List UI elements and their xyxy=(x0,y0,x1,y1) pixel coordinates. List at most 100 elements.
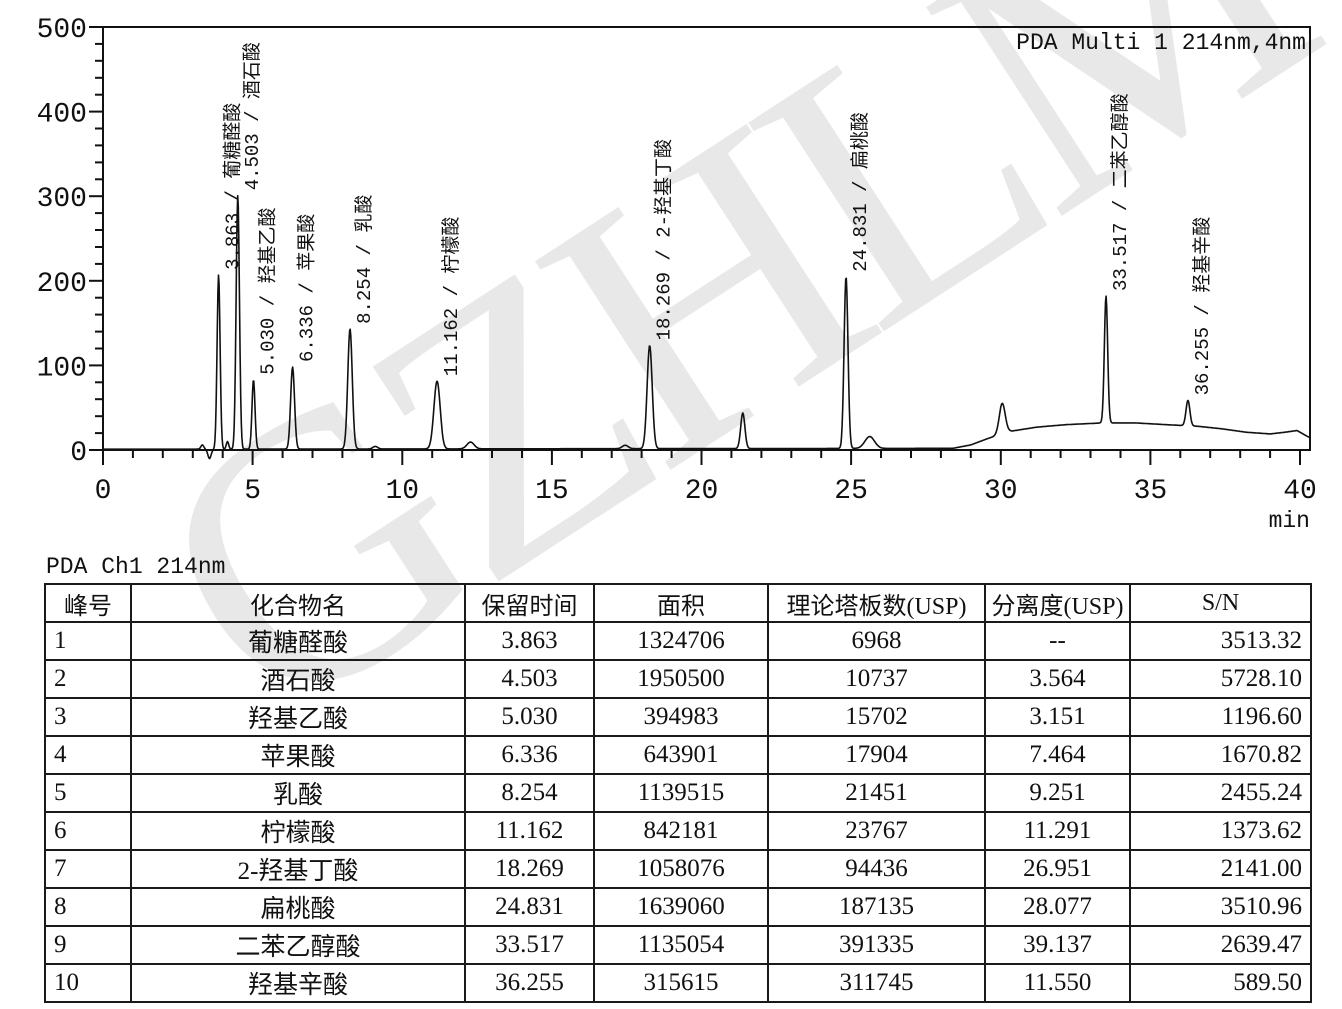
table-cell: 3.564 xyxy=(984,659,1131,699)
table-cell: 17904 xyxy=(767,735,986,775)
table-cell: 葡糖醛酸 xyxy=(130,621,466,661)
table-cell: 4.503 xyxy=(464,659,595,699)
table-cell: 4 xyxy=(44,735,132,775)
x-axis-tick-label: 5 xyxy=(244,476,261,507)
table-cell: 3 xyxy=(44,697,132,737)
table-cell: 1139515 xyxy=(593,773,769,813)
peak-label: 3.863 / 葡糖醛酸 xyxy=(222,103,245,270)
table-cell: 1 xyxy=(44,621,132,661)
x-axis-tick-label: 0 xyxy=(95,476,112,507)
table-cell: 1196.60 xyxy=(1129,697,1312,737)
table-cell: 3.151 xyxy=(984,697,1131,737)
table-cell: 589.50 xyxy=(1129,963,1312,1003)
chromatogram-trace xyxy=(102,194,1310,460)
peak-table: 峰号 化合物名 保留时间 面积 理论塔板数(USP) 分离度(USP) S/N 1 葡糖醛酸 3… xyxy=(44,583,1312,1003)
table-cell: 羟基乙酸 xyxy=(130,697,466,737)
peak-label: 11.162 / 柠檬酸 xyxy=(440,217,463,377)
x-axis-tick-label: 15 xyxy=(535,476,569,507)
table-cell: 21451 xyxy=(767,773,986,813)
peak-label: 24.831 / 扁桃酸 xyxy=(849,112,872,272)
peak-label: 36.255 / 羟基辛酸 xyxy=(1191,217,1214,396)
column-header: 峰号 xyxy=(44,583,132,623)
table-cell: 柠檬酸 xyxy=(130,811,466,851)
table-cell: 8 xyxy=(44,887,132,927)
table-cell: 5.030 xyxy=(464,697,595,737)
table-cell: 1373.62 xyxy=(1129,811,1312,851)
table-cell: 2 xyxy=(44,659,132,699)
column-header: 面积 xyxy=(593,583,769,623)
table-cell: 643901 xyxy=(593,735,769,775)
table-cell: 11.291 xyxy=(984,811,1131,851)
table-cell: 391335 xyxy=(767,925,986,965)
table-cell: 1324706 xyxy=(593,621,769,661)
table-cell: 10737 xyxy=(767,659,986,699)
table-cell: 36.255 xyxy=(464,963,595,1003)
table-cell: 3.863 xyxy=(464,621,595,661)
x-axis-tick-label: 40 xyxy=(1283,476,1317,507)
table-cell: 2455.24 xyxy=(1129,773,1312,813)
y-axis-tick-label: 300 xyxy=(37,184,87,215)
peak-label: 6.336 / 苹果酸 xyxy=(296,214,319,362)
table-cell: 8.254 xyxy=(464,773,595,813)
table-cell: -- xyxy=(984,621,1131,661)
channel-title: PDA Ch1 214nm xyxy=(46,554,226,580)
x-axis-tick-label: 20 xyxy=(685,476,719,507)
peak-label: 18.269 / 2-羟基丁酸 xyxy=(653,139,676,340)
x-axis-tick-label: 30 xyxy=(984,476,1018,507)
table-row: 9 二苯乙醇酸 33.517 1135054 391335 39.137 2639.47 xyxy=(44,925,1312,965)
table-row: 2 酒石酸 4.503 1950500 10737 3.564 5728.10 xyxy=(44,659,1312,699)
table-cell: 酒石酸 xyxy=(130,659,466,699)
table-cell: 3513.32 xyxy=(1129,621,1312,661)
header-row: 峰号 化合物名 保留时间 面积 理论塔板数(USP) 分离度(USP) S/N xyxy=(44,583,1312,623)
table-cell: 6.336 xyxy=(464,735,595,775)
peak-label: 4.503 / 酒石酸 xyxy=(241,42,264,190)
table-cell: 2141.00 xyxy=(1129,849,1312,889)
table-cell: 24.831 xyxy=(464,887,595,927)
table-cell: 15702 xyxy=(767,697,986,737)
peak-label: 33.517 / 二苯乙醇酸 xyxy=(1109,93,1132,291)
table-cell: 26.951 xyxy=(984,849,1131,889)
table-cell: 28.077 xyxy=(984,887,1131,927)
table-cell: 842181 xyxy=(593,811,769,851)
table-cell: 2639.47 xyxy=(1129,925,1312,965)
y-axis-tick-label: 400 xyxy=(37,100,87,131)
table-row: 4 苹果酸 6.336 643901 17904 7.464 1670.82 xyxy=(44,735,1312,775)
y-axis-tick-label: 500 xyxy=(37,15,87,46)
table-cell: 二苯乙醇酸 xyxy=(130,925,466,965)
column-header: 理论塔板数(USP) xyxy=(767,583,986,623)
table-cell: 1950500 xyxy=(593,659,769,699)
table-row: 7 2-羟基丁酸 18.269 1058076 94436 26.951 2141.00 xyxy=(44,849,1312,889)
table-cell: 6 xyxy=(44,811,132,851)
table-row: 5 乳酸 8.254 1139515 21451 9.251 2455.24 xyxy=(44,773,1312,813)
x-axis-unit-label: min xyxy=(1269,508,1310,534)
table-cell: 3510.96 xyxy=(1129,887,1312,927)
table-cell: 9 xyxy=(44,925,132,965)
table-cell: 94436 xyxy=(767,849,986,889)
table-cell: 1135054 xyxy=(593,925,769,965)
table-cell: 羟基辛酸 xyxy=(130,963,466,1003)
table-cell: 5728.10 xyxy=(1129,659,1312,699)
table-row: 6 柠檬酸 11.162 842181 23767 11.291 1373.62 xyxy=(44,811,1312,851)
table-cell: 315615 xyxy=(593,963,769,1003)
table-row: 8 扁桃酸 24.831 1639060 187135 28.077 3510.96 xyxy=(44,887,1312,927)
x-axis-tick-label: 25 xyxy=(834,476,868,507)
table-cell: 乳酸 xyxy=(130,773,466,813)
table-cell: 39.137 xyxy=(984,925,1131,965)
y-axis-tick-label: 0 xyxy=(70,438,87,469)
table-cell: 11.550 xyxy=(984,963,1131,1003)
table-cell: 6968 xyxy=(767,621,986,661)
table-cell: 18.269 xyxy=(464,849,595,889)
table-cell: 2-羟基丁酸 xyxy=(130,849,466,889)
column-header: 保留时间 xyxy=(464,583,595,623)
table-cell: 扁桃酸 xyxy=(130,887,466,927)
column-header: 化合物名 xyxy=(130,583,466,623)
table-cell: 11.162 xyxy=(464,811,595,851)
table-cell: 1639060 xyxy=(593,887,769,927)
table-cell: 1670.82 xyxy=(1129,735,1312,775)
table-cell: 1058076 xyxy=(593,849,769,889)
table-cell: 394983 xyxy=(593,697,769,737)
peak-label: 5.030 / 羟基乙酸 xyxy=(257,207,280,374)
table-cell: 7.464 xyxy=(984,735,1131,775)
